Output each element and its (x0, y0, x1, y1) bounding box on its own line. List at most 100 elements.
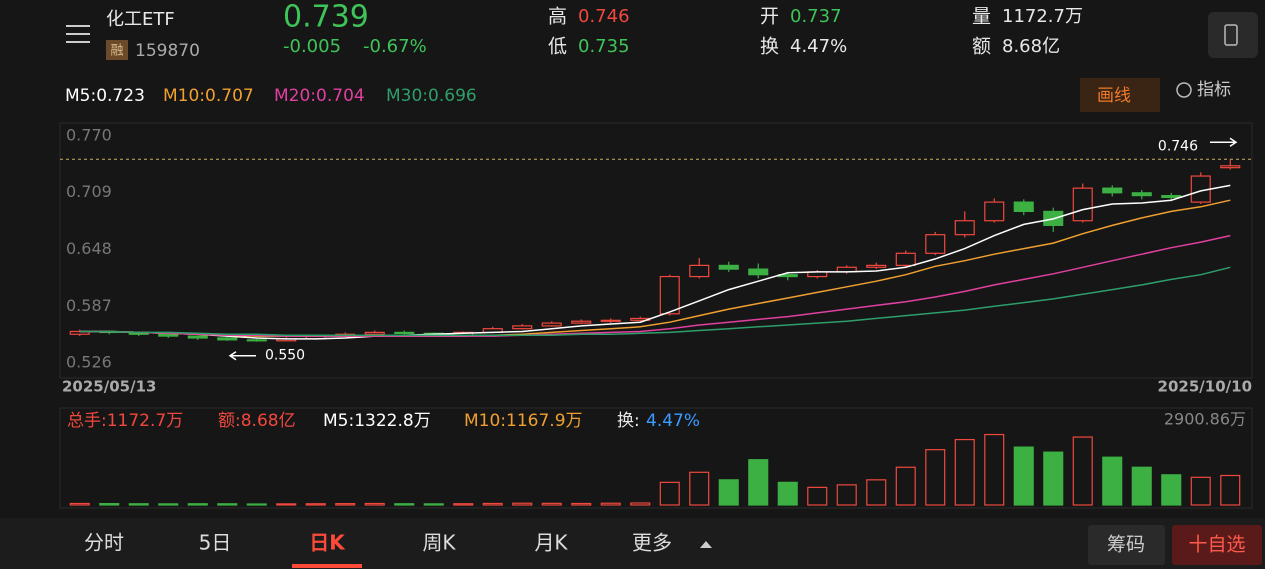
volume-bar (836, 484, 857, 506)
volume-bar (689, 471, 710, 506)
candle-body (600, 319, 621, 322)
tab-underline (292, 564, 362, 568)
volume-bar (866, 479, 887, 506)
candle-body (1220, 165, 1241, 169)
volume-bar (925, 449, 946, 506)
volume-bar (1013, 446, 1034, 506)
candle-body (748, 268, 769, 276)
volume-bar (69, 502, 90, 506)
max-label: 0.746 (1158, 138, 1198, 154)
phone-icon (1224, 24, 1238, 46)
volume-bar (600, 502, 621, 506)
tab[interactable]: 更多 (632, 531, 672, 555)
candle-body (1013, 201, 1034, 213)
candle-body (69, 330, 90, 335)
indicator-label[interactable]: 指标 (1197, 80, 1231, 100)
volume-frame (59, 407, 1253, 509)
volume-bar (984, 433, 1005, 506)
chip-label[interactable]: 筹码 (1107, 534, 1145, 556)
volume-bar (1102, 456, 1123, 506)
volume-bar (217, 503, 238, 506)
menu-icon[interactable] (66, 25, 90, 43)
stat-value: 4.47% (790, 36, 847, 57)
stat-label: 开 (760, 6, 779, 28)
volume-bar (276, 503, 297, 506)
price: 0.739 (283, 0, 369, 35)
volume-legend: 总手:1172.7万 (67, 411, 183, 431)
tab[interactable]: 日K (309, 531, 346, 555)
min-label: 0.550 (265, 348, 305, 364)
watchlist-label[interactable]: 十自选 (1188, 534, 1245, 556)
volume-bar (453, 503, 474, 506)
volume-bar (335, 503, 356, 506)
price-frame (59, 122, 1253, 379)
stat-label: 换 (760, 36, 779, 58)
volume-legend: 换: (617, 411, 640, 431)
y-tick-label: 2900.86万 (1164, 410, 1246, 429)
ma-legend: M30:0.696 (386, 86, 477, 106)
volume-bar (1043, 451, 1064, 506)
candle-body (1072, 187, 1093, 222)
volume-bar (630, 502, 651, 506)
volume-bar (128, 503, 149, 506)
volume-bar (1131, 466, 1152, 506)
ma-legend: M5:0.723 (65, 86, 145, 106)
tab[interactable]: 周K (422, 531, 456, 555)
volume-bar (1220, 474, 1241, 506)
volume-bar (954, 438, 975, 506)
volume-bar (246, 503, 267, 506)
draw-label[interactable]: 画线 (1097, 86, 1131, 106)
x-tick-label: 2025/05/13 (62, 378, 156, 396)
volume-legend: M5:1322.8万 (323, 411, 431, 431)
tab[interactable]: 5日 (199, 531, 232, 555)
volume-bar (1072, 436, 1093, 506)
draw-button[interactable] (1080, 78, 1160, 112)
indicator-icon (1176, 82, 1192, 98)
volume-bar (305, 503, 326, 506)
min-arrow (228, 351, 256, 361)
stock-code: 159870 (135, 41, 200, 61)
ma-line (79, 234, 1231, 337)
candle-body (246, 339, 267, 342)
tab[interactable]: 分时 (84, 531, 124, 555)
y-tick-label: 0.587 (66, 296, 112, 315)
chip-button[interactable] (1088, 525, 1165, 565)
watchlist-button[interactable] (1172, 525, 1262, 565)
volume-bar (512, 502, 533, 506)
badge: 融 (110, 44, 123, 59)
volume-bar (482, 502, 503, 506)
stat-value: 0.746 (578, 6, 630, 27)
tab[interactable]: 月K (534, 531, 568, 555)
y-tick-label: 0.770 (66, 125, 112, 144)
y-tick-label: 0.709 (66, 182, 112, 201)
volume-bar (394, 503, 415, 506)
candle-body (571, 320, 592, 324)
candle-body (364, 331, 385, 335)
volume-bar (364, 502, 385, 506)
candle-body (718, 264, 739, 270)
volume-legend: 额:8.68亿 (218, 411, 296, 431)
volume-bar (423, 503, 444, 506)
candle-body (984, 201, 1005, 222)
candle-body (925, 234, 946, 254)
more-arrow (700, 541, 712, 548)
candle-body (1102, 187, 1123, 194)
candle-body (187, 335, 208, 339)
volume-bar (807, 486, 828, 506)
stat-value: 0.735 (578, 36, 630, 57)
stat-value: 1172.7万 (1002, 6, 1083, 27)
x-tick-label: 2025/10/10 (1158, 378, 1252, 396)
candle-body (394, 331, 415, 334)
volume-bar (571, 502, 592, 506)
candle-body (158, 333, 179, 337)
volume-bar (1190, 476, 1211, 506)
stat-value: 0.737 (790, 6, 842, 27)
phone-button[interactable] (1208, 12, 1258, 58)
candle-body (1161, 194, 1182, 199)
volume-bar (895, 466, 916, 506)
stock-name: 化工ETF (106, 9, 175, 30)
tab-bar (0, 518, 1265, 569)
candle-body (895, 252, 916, 266)
